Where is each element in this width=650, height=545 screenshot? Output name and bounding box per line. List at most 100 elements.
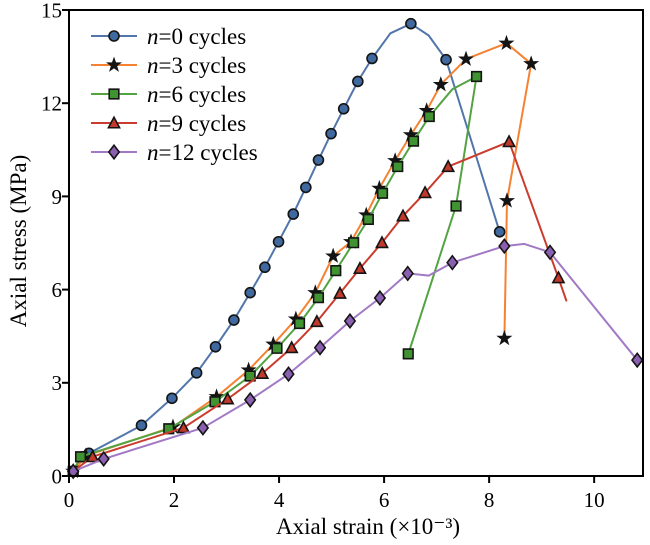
- data-point-marker: [287, 208, 300, 220]
- data-point-marker: [353, 261, 367, 275]
- data-point-marker: [551, 270, 566, 284]
- data-point-marker: [496, 329, 513, 346]
- data-point-marker: [293, 317, 306, 330]
- data-point-marker: [523, 55, 540, 71]
- data-point-marker: [392, 160, 404, 173]
- data-point-marker: [543, 244, 557, 261]
- data-point-marker: [493, 226, 506, 238]
- data-point-marker: [366, 52, 378, 65]
- data-point-marker: [470, 70, 483, 83]
- y-tick-label: 0: [52, 464, 63, 488]
- data-point-marker: [282, 366, 295, 383]
- data-point-marker: [284, 340, 299, 354]
- data-point-marker: [176, 420, 191, 434]
- x-tick-label: 10: [584, 488, 605, 512]
- data-point-marker: [450, 200, 462, 212]
- x-tick-label: 2: [169, 488, 180, 512]
- legend-label: n=12 cycles: [147, 140, 258, 165]
- y-tick-label: 9: [52, 185, 63, 209]
- data-point-marker: [446, 254, 459, 271]
- series-line: [72, 140, 568, 473]
- data-point-marker: [74, 451, 87, 463]
- legend-label: n=6 cycles: [147, 82, 246, 107]
- data-point-marker: [166, 392, 178, 405]
- data-point-marker: [271, 342, 283, 354]
- data-point-marker: [244, 370, 256, 382]
- data-point-marker: [401, 265, 414, 282]
- y-tick-label: 3: [52, 371, 63, 395]
- data-point-marker: [330, 265, 342, 277]
- x-axis-ticks: 0 2 4 6 8 10: [64, 476, 605, 512]
- y-tick-label: 6: [52, 278, 63, 302]
- data-point-marker: [244, 286, 256, 299]
- data-point-marker: [190, 367, 203, 379]
- legend-item: n=9 cycles: [91, 111, 246, 136]
- data-point-marker: [333, 285, 347, 299]
- data-point-marker: [418, 185, 432, 199]
- data-point-marker: [209, 340, 222, 353]
- legend-item: n=6 cycles: [91, 82, 246, 107]
- data-point-marker: [352, 75, 364, 88]
- legend-item: n=3 cycles: [91, 53, 246, 78]
- data-point-marker: [135, 419, 148, 432]
- data-point-marker: [220, 391, 235, 405]
- data-point-marker: [498, 238, 511, 255]
- series-n-9-cycles: [66, 134, 568, 477]
- data-point-marker: [300, 181, 312, 194]
- legend-item: n=0 cycles: [91, 24, 246, 49]
- data-point-marker: [243, 391, 257, 408]
- data-point-marker: [108, 30, 120, 42]
- series-line: [72, 242, 639, 473]
- data-point-marker: [255, 366, 270, 380]
- legend: n=0 cycles n=3 cycles n=6 cycles n=9 cycles…: [91, 24, 258, 165]
- data-point-marker: [312, 292, 325, 304]
- data-point-marker: [343, 312, 357, 330]
- y-tick-label: 12: [41, 92, 62, 116]
- data-point-marker: [396, 208, 410, 222]
- data-point-marker: [259, 261, 271, 274]
- data-point-marker: [107, 115, 121, 129]
- x-axis-title: Axial strain (×10⁻³): [275, 514, 461, 539]
- legend-item: n=12 cycles: [91, 140, 258, 165]
- data-point-marker: [348, 237, 360, 249]
- y-axis-title: Axial stress (MPa): [6, 154, 31, 328]
- y-axis-ticks: 0 3 6 9 12 15: [41, 0, 69, 488]
- data-point-marker: [631, 352, 644, 369]
- legend-label: n=9 cycles: [147, 111, 246, 136]
- x-tick-label: 4: [274, 488, 285, 512]
- data-point-marker: [325, 247, 342, 263]
- data-point-marker: [313, 339, 327, 356]
- series-n-3-cycles: [65, 34, 540, 479]
- data-point-marker: [423, 110, 435, 123]
- data-point-marker: [498, 192, 515, 208]
- x-tick-label: 8: [484, 488, 495, 512]
- data-point-marker: [407, 135, 420, 147]
- data-point-marker: [97, 450, 110, 467]
- data-point-marker: [209, 396, 221, 408]
- data-point-marker: [228, 314, 240, 326]
- data-point-marker: [337, 102, 350, 115]
- series-n-12-cycles: [66, 238, 644, 480]
- legend-label: n=0 cycles: [147, 24, 246, 49]
- data-point-marker: [376, 187, 389, 199]
- plot-frame: [68, 9, 644, 477]
- data-point-marker: [373, 289, 387, 307]
- x-tick-label: 0: [64, 488, 75, 512]
- y-tick-label: 15: [41, 0, 62, 22]
- data-point-marker: [402, 348, 414, 360]
- legend-label: n=3 cycles: [147, 53, 246, 78]
- series-line: [72, 22, 501, 473]
- data-point-marker: [432, 76, 449, 92]
- data-point-marker: [325, 127, 337, 140]
- x-tick-label: 6: [379, 488, 390, 512]
- data-point-marker: [375, 235, 389, 249]
- data-point-marker: [105, 56, 123, 72]
- data-point-marker: [405, 17, 417, 30]
- data-point-marker: [458, 50, 475, 66]
- data-point-marker: [362, 213, 374, 225]
- data-point-marker: [108, 88, 120, 100]
- data-point-marker: [440, 53, 452, 66]
- data-point-marker: [441, 159, 456, 173]
